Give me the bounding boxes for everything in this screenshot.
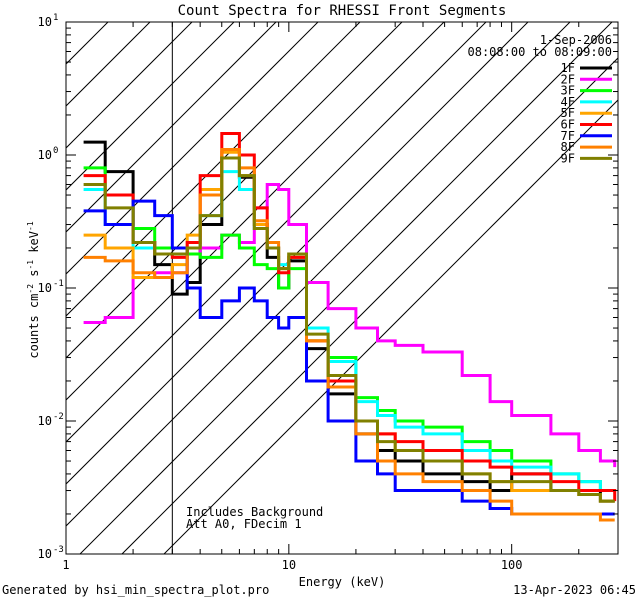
y-tick-exponent: 1 (53, 13, 58, 23)
legend-label-5F: 5F (561, 106, 575, 120)
observation-date: 1-Sep-2006 (540, 33, 612, 47)
series-9F (83, 156, 615, 503)
annotation-background: Includes Background (186, 505, 323, 519)
y-tick-label: 10 (38, 281, 52, 295)
x-axis-label: Energy (keV) (299, 575, 386, 589)
observation-time-range: 08:08:00 to 08:09:00 (468, 45, 613, 59)
hatch-line (66, 22, 487, 443)
footer-timestamp: 13-Apr-2023 06:45 (513, 583, 636, 597)
hatch-line (121, 57, 618, 554)
y-tick-label: 10 (38, 148, 52, 162)
y-tick-exponent: -1 (53, 279, 64, 289)
series-7F (83, 199, 615, 516)
y-tick-label: 10 (38, 15, 52, 29)
legend-label-4F: 4F (561, 95, 575, 109)
hatch-line (66, 22, 319, 275)
legend-label-6F: 6F (561, 118, 575, 132)
hatch-line (66, 22, 571, 527)
legend-label-1F: 1F (561, 61, 575, 75)
y-axis-label: counts cm-2 s-1 keV-1 (26, 221, 41, 358)
y-tick-label: 10 (38, 547, 52, 561)
hatch-line (66, 22, 235, 191)
y-tick-exponent: 0 (53, 146, 58, 156)
hatch-line (66, 22, 277, 233)
hatch-line (163, 99, 618, 554)
x-tick-label: 1 (62, 558, 69, 572)
hatch-line (66, 22, 445, 401)
hatch-line (66, 22, 403, 359)
footer-generated-by: Generated by hsi_min_spectra_plot.pro (2, 583, 270, 597)
legend-label-3F: 3F (561, 84, 575, 98)
hatch-line (66, 22, 529, 485)
hatch-line (66, 22, 193, 149)
legend-label-9F: 9F (561, 151, 575, 165)
chart-title: Count Spectra for RHESSI Front Segments (178, 3, 507, 19)
y-tick-exponent: -3 (53, 545, 64, 555)
legend-label-2F: 2F (561, 72, 575, 86)
legend-label-7F: 7F (561, 129, 575, 143)
hatch-line (66, 22, 361, 317)
x-tick-label: 10 (282, 558, 296, 572)
annotation-attenuator: Att A0, FDecim 1 (186, 517, 302, 531)
y-tick-exponent: -2 (53, 412, 64, 422)
series-6F (83, 132, 617, 502)
legend-label-8F: 8F (561, 140, 575, 154)
x-tick-label: 100 (501, 558, 523, 572)
hatch-line (79, 22, 613, 554)
y-tick-label: 10 (38, 414, 52, 428)
